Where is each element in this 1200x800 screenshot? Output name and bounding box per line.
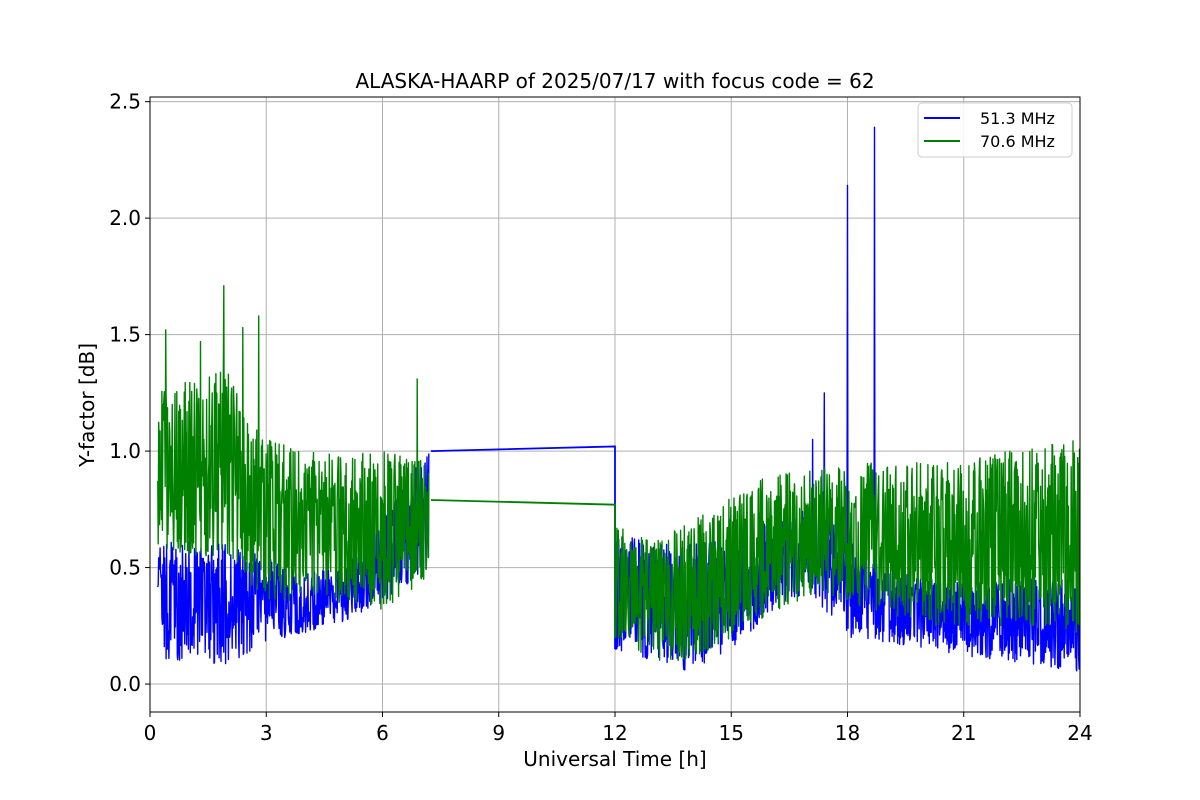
y-axis-label: Y-factor [dB]: [75, 343, 99, 468]
series-line-segment: [157, 285, 430, 610]
legend-label: 70.6 MHz: [980, 132, 1055, 151]
series-green: [157, 285, 1080, 661]
x-tick-label: 6: [376, 721, 389, 745]
y-tick-label: 1.0: [109, 439, 141, 463]
legend-box: [917, 102, 1073, 158]
legend-label: 51.3 MHz: [980, 109, 1055, 128]
x-axis-label: Universal Time [h]: [523, 747, 706, 771]
x-tick-label: 9: [492, 721, 505, 745]
y-axis-ticks: 0.0 0.5 1.0 1.5 2.0 2.5: [109, 90, 150, 696]
gap-connector-line: [430, 499, 616, 638]
x-tick-label: 18: [835, 721, 860, 745]
x-axis-ticks: 0 3 6 9 12 15 18 21 24: [144, 712, 1093, 745]
series-area: [157, 126, 1080, 672]
x-tick-label: 24: [1067, 721, 1092, 745]
legend: 51.3 MHz 70.6 MHz: [917, 102, 1073, 158]
y-tick-label: 2.0: [109, 206, 141, 230]
chart-title: ALASKA-HAARP of 2025/07/17 with focus co…: [355, 69, 874, 93]
series-line-segment: [614, 440, 1080, 661]
y-tick-label: 0.0: [109, 672, 141, 696]
x-tick-label: 0: [144, 721, 157, 745]
y-tick-label: 0.5: [109, 556, 141, 580]
x-tick-label: 21: [951, 721, 976, 745]
x-tick-label: 3: [260, 721, 273, 745]
y-tick-label: 2.5: [109, 90, 141, 114]
x-tick-label: 15: [719, 721, 744, 745]
x-tick-label: 12: [602, 721, 627, 745]
y-tick-label: 1.5: [109, 323, 141, 347]
